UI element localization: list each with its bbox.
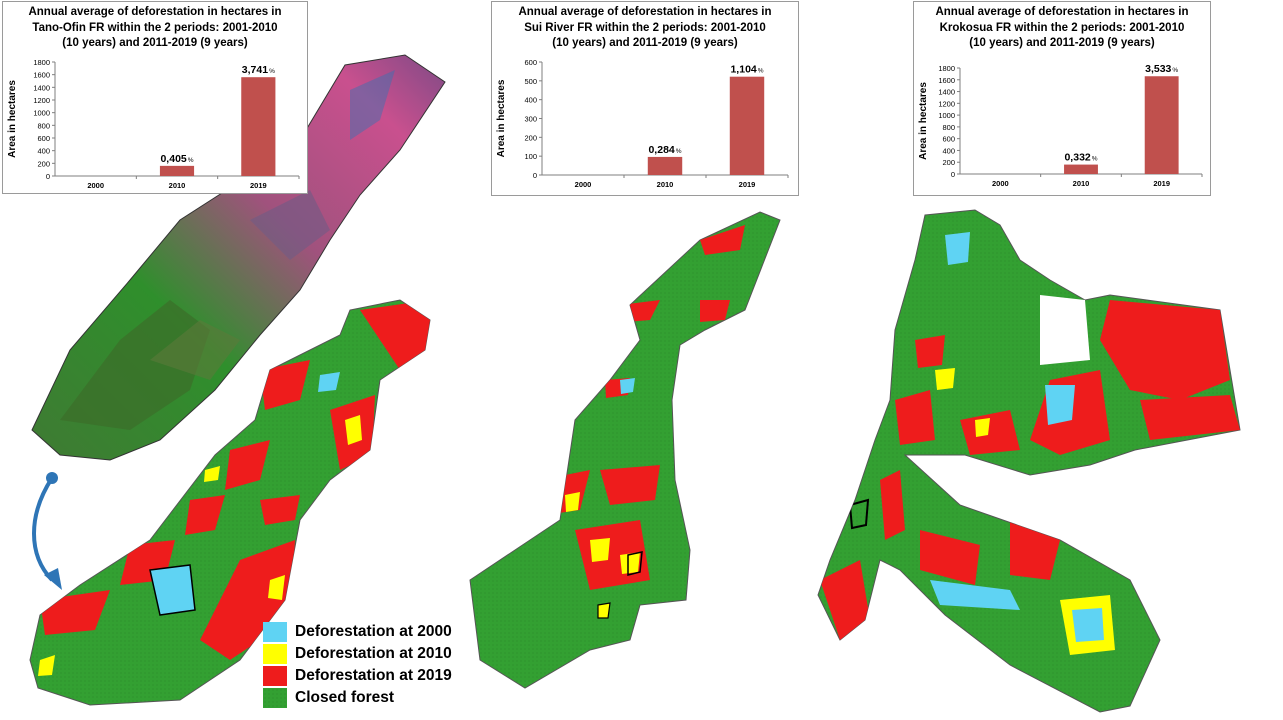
y-tick-label: 600 [942,135,955,144]
x-tick-label: 2000 [87,181,104,190]
y-tick-label: 500 [524,77,537,86]
chart-title-line: (10 years) and 2011-2019 (9 years) [62,37,248,49]
x-tick-label: 2019 [250,181,267,190]
y-tick-label: 1600 [33,71,50,80]
legend-swatch [263,622,287,642]
y-tick-label: 200 [524,133,537,142]
chart-plot: 0 100 200 300 400 500 600 Area in hectares 2000 2… [496,58,789,189]
x-tick-label: 2010 [169,181,186,190]
chart-plot: 0 200 400 600 800 1000 1200 1400 1600 1800 Area in… [7,58,300,190]
y-tick-label: 400 [942,146,955,155]
legend-swatch [263,644,287,664]
legend-swatch [263,688,287,708]
y-tick-label: 100 [524,152,537,161]
data-label: 3,741% [242,64,275,76]
legend-label: Closed forest [295,689,395,706]
y-axis-label: Area in hectares [918,82,929,160]
data-label: 3,533% [1145,63,1178,75]
y-tick-label: 600 [524,58,537,67]
chart-title-line: Annual average of deforestation in hecta… [28,6,282,18]
data-label-unit: % [188,157,194,164]
chart-title: Annual average of deforestation in hecta… [914,5,1210,52]
y-tick-label: 1800 [33,58,50,67]
x-tick-label: 2000 [992,179,1009,188]
curved-arrow-icon [32,472,62,590]
data-label: 0,332% [1064,152,1097,164]
chart-krokosua: Annual average of deforestation in hecta… [913,1,1211,196]
map-krokosua [817,209,1241,713]
legend-item-deforestation-2000: Deforestation at 2000 [263,622,503,642]
bar [1064,164,1098,174]
bar [1144,76,1179,174]
y-tick-label: 1800 [938,64,955,73]
chart-title-line: Annual average of deforestation in hecta… [935,6,1189,18]
chart-title-line: (10 years) and 2011-2019 (9 years) [552,37,738,49]
data-label-unit: % [1092,156,1098,163]
chart-tano-ofin: Annual average of deforestation in hecta… [2,1,308,194]
x-tick-label: 2010 [657,180,674,189]
x-tick-label: 2000 [575,180,592,189]
y-tick-label: 0 [951,170,955,179]
y-tick-label: 800 [942,123,955,132]
legend-label: Deforestation at 2010 [295,645,452,662]
y-tick-label: 1600 [938,76,955,85]
data-label-unit: % [676,148,682,155]
chart-plot: 0 200 400 600 800 1000 1200 1400 1600 1800 Area in… [918,63,1203,188]
bar [647,156,683,175]
y-axis-label: Area in hectares [7,80,18,158]
y-tick-label: 300 [524,115,537,124]
y-tick-label: 400 [37,147,50,156]
data-label: 0,405% [160,153,193,165]
y-tick-label: 400 [524,96,537,105]
y-axis-label: Area in hectares [496,79,507,157]
y-tick-label: 200 [37,159,50,168]
chart-title: Annual average of deforestation in hecta… [492,5,798,52]
chart-title-line: Krokosua FR within the 2 periods: 2001-2… [939,21,1185,34]
map-tano-ofin [29,299,431,706]
chart-title-line: Annual average of deforestation in hecta… [518,6,772,18]
chart-title-line: Tano-Ofin FR within the 2 periods: 2001-… [32,21,278,34]
data-label: 0,284% [648,144,681,156]
bar [159,165,195,176]
y-tick-label: 800 [37,121,50,130]
y-tick-label: 1400 [938,88,955,97]
y-tick-label: 1000 [938,111,955,120]
y-tick-label: 0 [533,171,537,180]
bar [729,76,765,175]
data-label-unit: % [1172,67,1178,74]
data-label-unit: % [269,68,275,75]
y-tick-label: 600 [37,134,50,143]
legend-item-deforestation-2019: Deforestation at 2019 [263,666,503,686]
chart-title-line: (10 years) and 2011-2019 (9 years) [969,37,1155,49]
x-tick-label: 2019 [739,180,756,189]
chart-sui-river: Annual average of deforestation in hecta… [491,1,799,196]
y-tick-label: 1000 [33,109,50,118]
data-label-unit: % [758,68,764,75]
x-tick-label: 2019 [1153,179,1170,188]
y-tick-label: 1400 [33,83,50,92]
y-tick-label: 0 [46,172,50,181]
y-tick-label: 1200 [33,96,50,105]
satellite-image [31,54,446,461]
legend-item-deforestation-2010: Deforestation at 2010 [263,644,503,664]
legend-swatch [263,666,287,686]
legend-label: Deforestation at 2000 [295,623,452,640]
data-label: 1,104% [730,64,763,76]
y-tick-label: 200 [942,158,955,167]
chart-title: Annual average of deforestation in hecta… [3,5,307,52]
legend-label: Deforestation at 2019 [295,667,452,684]
bar [241,77,276,176]
map-sui-river [469,211,781,689]
y-tick-label: 1200 [938,99,955,108]
chart-title-line: Sui River FR within the 2 periods: 2001-… [524,21,766,34]
x-tick-label: 2010 [1073,179,1090,188]
legend-item-closed-forest: Closed forest [263,688,503,708]
